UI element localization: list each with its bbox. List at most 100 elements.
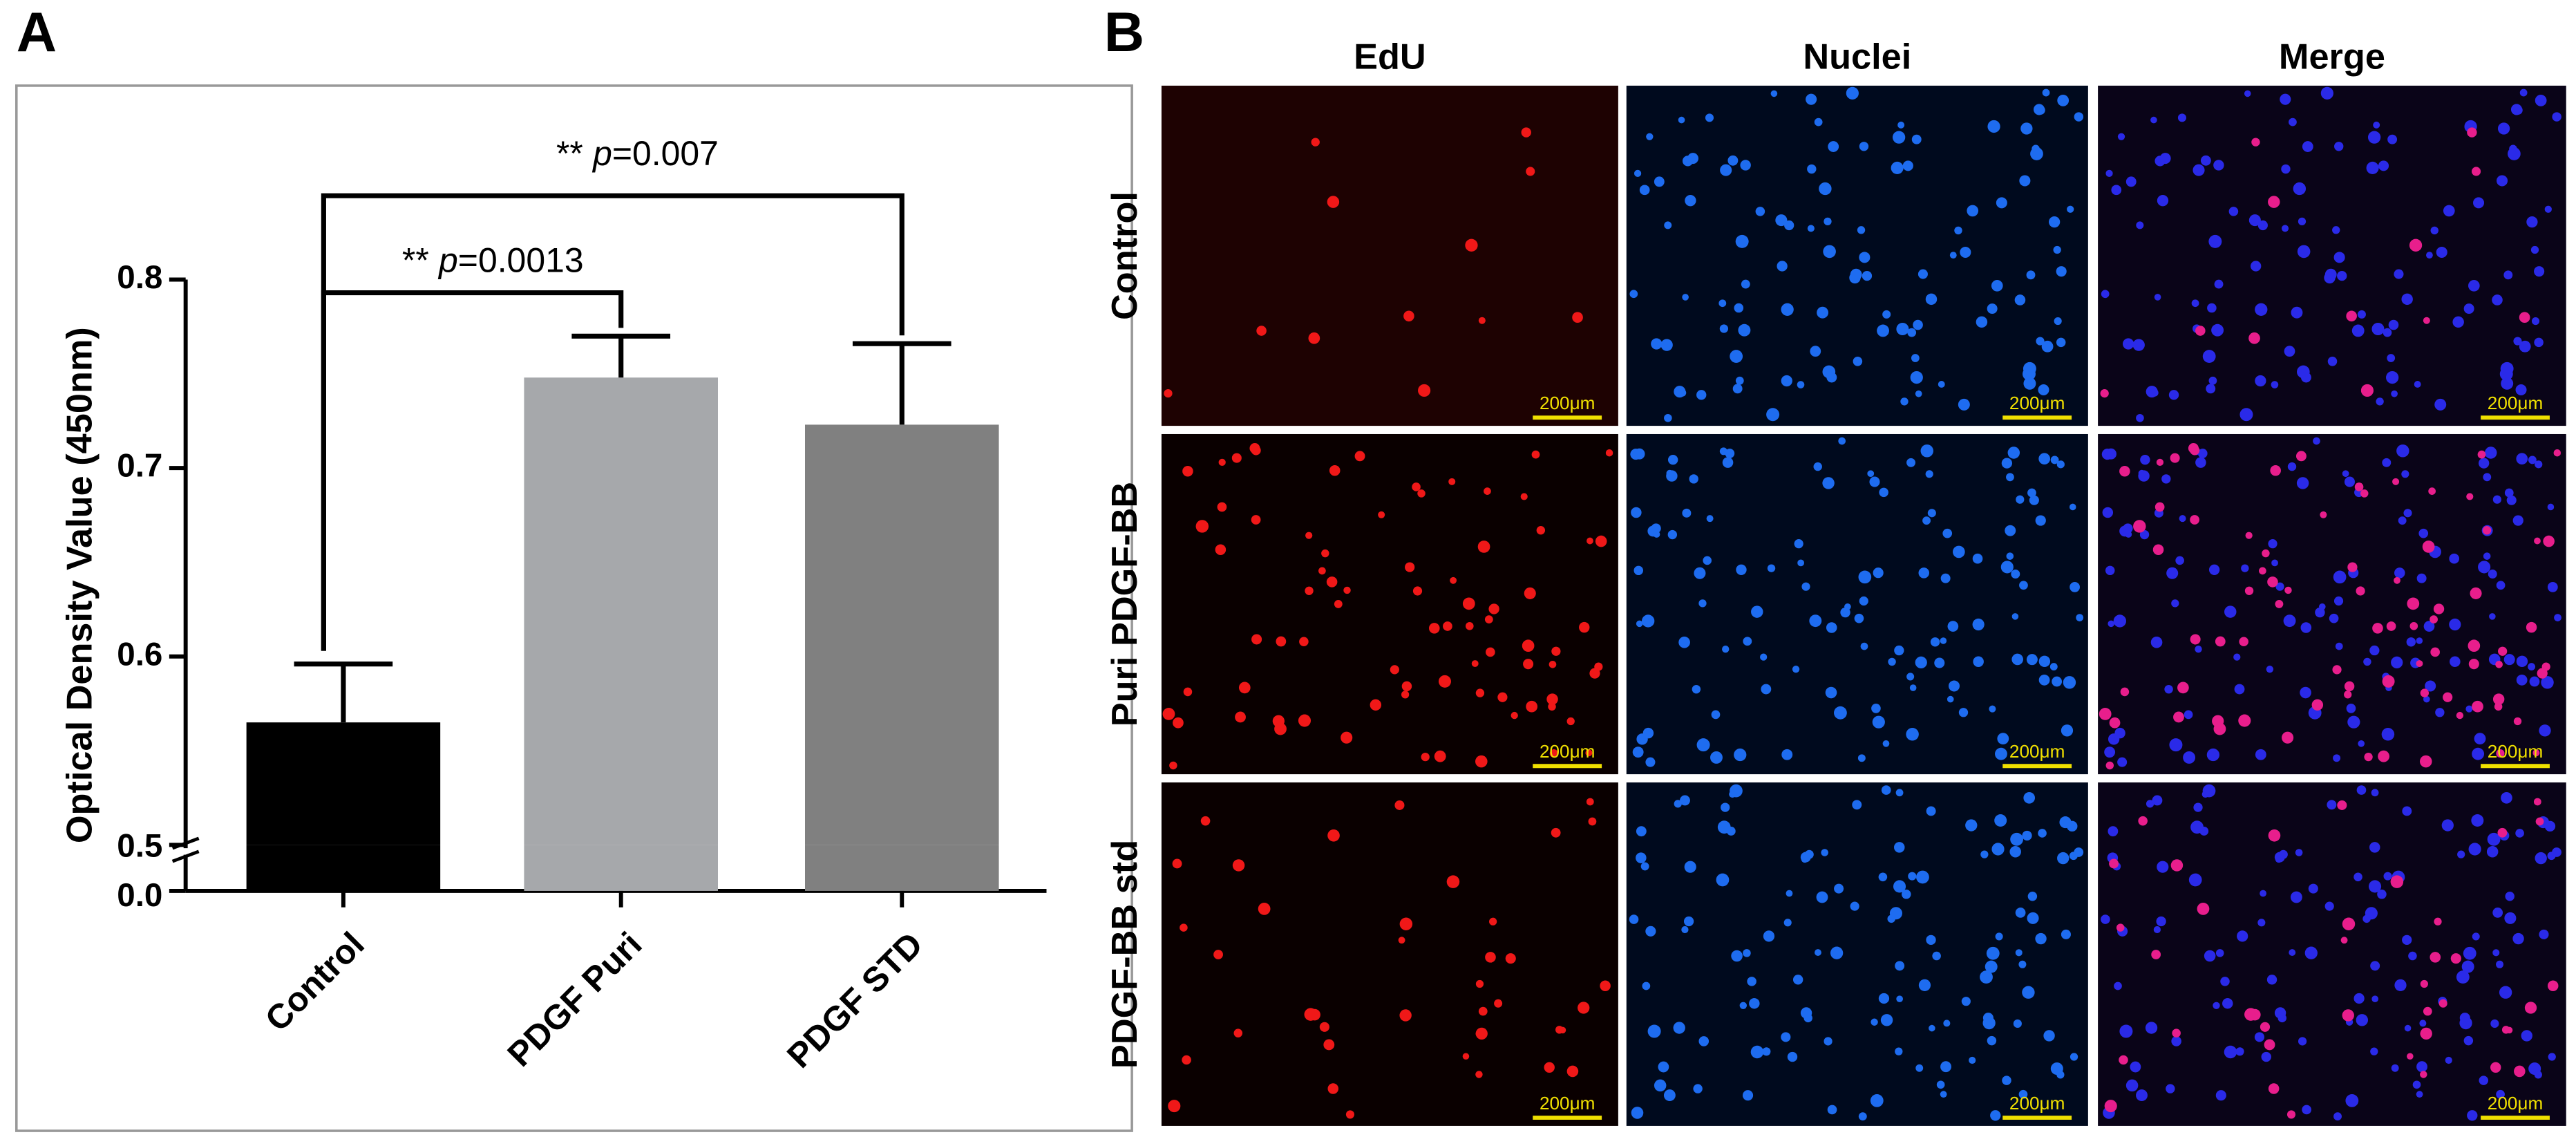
edu-cell: [2347, 562, 2358, 572]
nucleus: [1654, 1079, 1667, 1092]
edu-cell: [2392, 478, 2400, 485]
edu-cell: [2378, 750, 2390, 762]
nucleus: [2038, 829, 2047, 838]
nucleus: [2052, 676, 2063, 687]
nucleus: [1639, 185, 1650, 196]
nucleus: [2485, 447, 2497, 459]
edu-cell: [1489, 917, 1497, 926]
nucleus: [2050, 1062, 2063, 1075]
edu-cell: [1497, 692, 1508, 702]
micrograph: [1161, 433, 1618, 775]
nucleus: [2416, 1061, 2427, 1073]
nucleus: [1651, 338, 1663, 350]
edu-cell: [2534, 537, 2541, 545]
edu-cell: [2430, 615, 2438, 624]
edu-cell: [1180, 923, 1188, 932]
nucleus: [1897, 121, 1905, 129]
nucleus: [2382, 458, 2392, 467]
nucleus: [1997, 733, 2009, 745]
nucleus: [2347, 715, 2360, 729]
edu-cell: [1526, 700, 1538, 713]
nucleus: [1990, 1110, 2001, 1121]
nucleus: [2111, 185, 2122, 196]
edu-cell: [2434, 917, 2442, 926]
edu-cell: [2543, 535, 2555, 547]
edu-cell: [2386, 621, 2396, 631]
edu-cell: [1172, 858, 1182, 869]
nucleus: [2313, 437, 2320, 445]
nucleus: [2302, 141, 2313, 152]
nucleus: [2179, 515, 2186, 523]
nucleus: [1781, 303, 1794, 316]
nucleus: [2367, 131, 2381, 144]
nucleus: [1887, 914, 1895, 923]
edu-cell: [2286, 1110, 2296, 1119]
edu-cell: [1341, 731, 1353, 744]
nucleus: [1645, 757, 1656, 767]
nucleus: [2056, 266, 2067, 277]
nucleus: [1734, 748, 1747, 762]
nucleus: [2011, 653, 2023, 666]
nucleus: [2114, 727, 2125, 739]
edu-cell: [1334, 599, 1343, 608]
edu-cell: [2382, 675, 2395, 688]
edu-cell: [2188, 443, 2199, 454]
panel-label: A: [17, 1, 57, 64]
nucleus: [2535, 460, 2543, 469]
nucleus: [2412, 1080, 2421, 1089]
nucleus: [2038, 384, 2049, 395]
nucleus: [1878, 993, 1890, 1004]
edu-cell: [1217, 502, 1227, 512]
edu-cell: [2468, 639, 2481, 652]
nucleus: [2105, 448, 2116, 460]
nucleus: [2260, 890, 2267, 897]
nucleus: [2177, 113, 2187, 122]
annotation: ** p=0.0013: [402, 241, 584, 280]
panel-frame: [15, 84, 1133, 1132]
edu-cell: [1218, 458, 1226, 467]
nucleus: [2504, 912, 2517, 924]
nucleus: [2358, 740, 2365, 747]
nucleus: [1834, 706, 1847, 720]
edu-cell: [1173, 717, 1184, 729]
nucleus: [2373, 121, 2380, 129]
nucleus: [1722, 457, 1734, 468]
edu-cell: [1327, 1083, 1339, 1094]
nucleus: [1718, 299, 1727, 308]
edu-cell: [2133, 520, 2146, 533]
nucleus: [2406, 637, 2416, 647]
bar: [805, 845, 999, 891]
nucleus: [2150, 116, 2157, 124]
nucleus: [1698, 1036, 1710, 1046]
nucleus: [2416, 637, 2423, 644]
nucleus: [1954, 226, 1962, 235]
edu-cell: [2340, 937, 2348, 944]
nucleus: [2471, 814, 2484, 827]
nucleus: [1682, 156, 1694, 167]
nucleus: [2519, 340, 2531, 353]
nucleus: [1873, 567, 1884, 579]
column-label: Merge: [2279, 37, 2385, 77]
edu-cell: [2494, 702, 2503, 711]
nucleus: [2067, 820, 2078, 832]
nucleus: [2356, 785, 2367, 795]
nucleus: [1881, 785, 1891, 795]
nucleus: [1888, 657, 1896, 666]
nucleus: [2074, 112, 2084, 122]
annotation-stat: p: [591, 134, 612, 173]
nucleus: [1902, 890, 1911, 899]
nucleus: [1633, 169, 1642, 178]
edu-cell: [1213, 950, 1223, 959]
nucleus: [1911, 134, 1922, 144]
edu-cell: [2420, 1071, 2427, 1078]
edu-cell: [2215, 636, 2226, 647]
nucleus: [2136, 221, 2144, 229]
nucleus: [2378, 160, 2389, 171]
edu-cell: [2337, 800, 2347, 810]
nucleus: [1742, 1090, 1754, 1101]
nucleus: [2248, 214, 2261, 227]
edu-cell: [1475, 979, 1484, 988]
edu-cell: [2109, 717, 2121, 729]
nucleus: [2324, 272, 2336, 284]
nucleus: [2430, 226, 2438, 235]
